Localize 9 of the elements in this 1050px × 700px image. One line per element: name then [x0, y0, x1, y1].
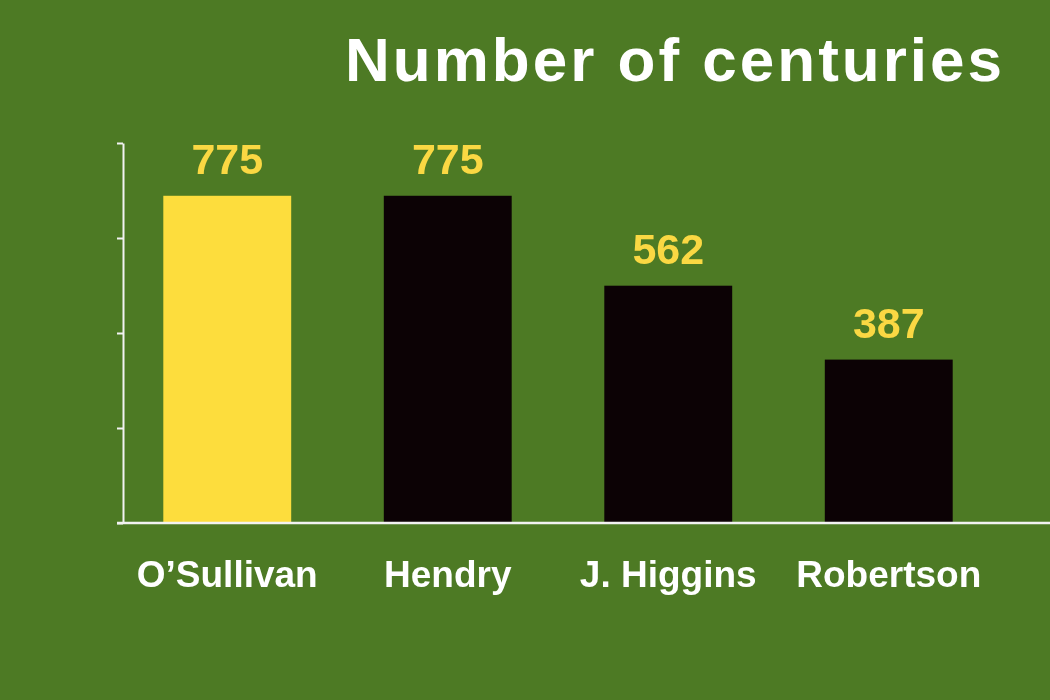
data-label: 775	[411, 134, 484, 183]
x-tick-label: O’Sullivan	[136, 554, 318, 595]
x-tick-label: J. Higgins	[579, 554, 757, 595]
x-tick-label: Robertson	[796, 554, 982, 595]
data-label: 387	[852, 298, 925, 347]
x-tick-label: Hendry	[384, 554, 512, 595]
data-label: 562	[632, 224, 705, 273]
data-label: 775	[191, 134, 264, 183]
chart-title: Number of centuries	[345, 25, 1005, 94]
